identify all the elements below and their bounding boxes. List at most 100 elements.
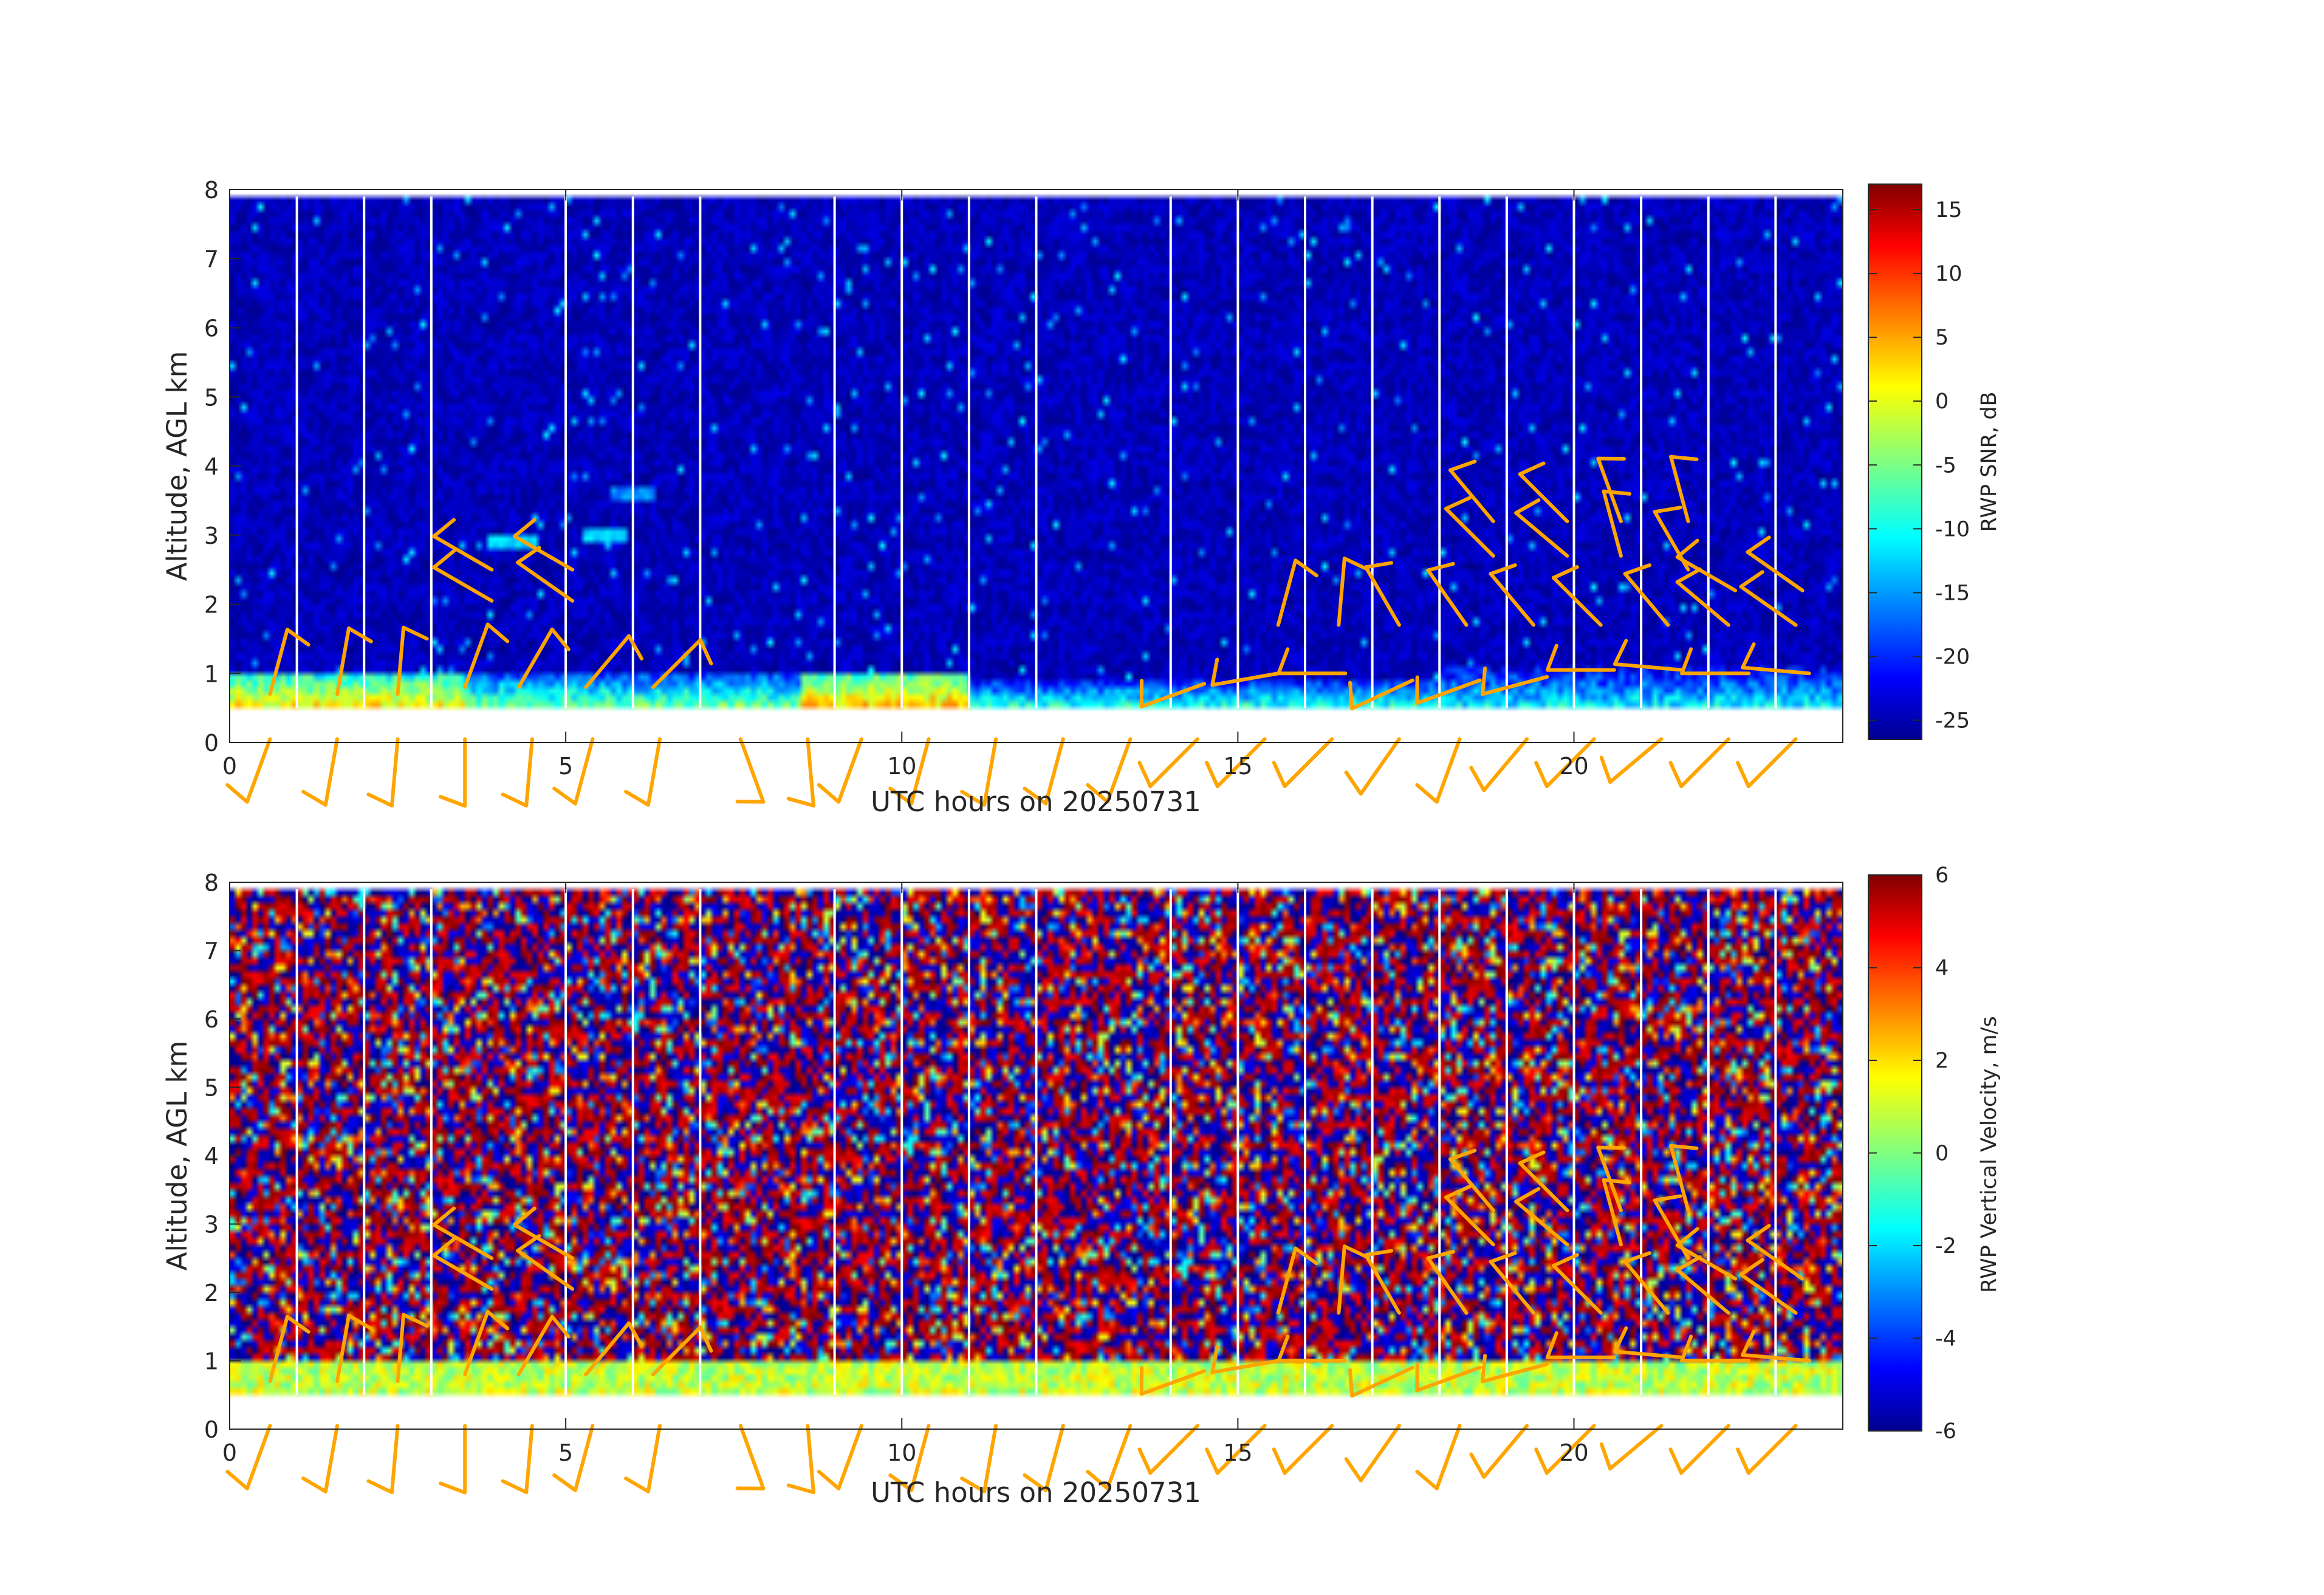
velocity-data-gap-line: [900, 889, 903, 1395]
snr-aloft-wind-barb: [1596, 456, 1626, 523]
velocity-aloft-wind-barb: [584, 1321, 644, 1376]
velocity-surface-wind-barb: [1534, 1424, 1596, 1475]
velocity-y-tick-label: 1: [204, 1348, 219, 1375]
velocity-colorbar-tick-label: 6: [1935, 863, 1949, 888]
snr-surface-wind-barb: [366, 737, 400, 808]
snr-aloft-wind-barb: [1277, 647, 1348, 676]
velocity-surface-wind-barb-feather: [439, 1481, 467, 1495]
velocity-aloft-wind-barb-shaft: [1480, 1362, 1549, 1384]
snr-colorbar-gradient: [1868, 184, 1922, 740]
snr-aloft-wind-barb: [268, 628, 310, 696]
snr-surface-wind-barb: [817, 737, 863, 804]
snr-x-tick-label: 15: [1223, 753, 1252, 780]
velocity-aloft-wind-barb: [1518, 1150, 1569, 1212]
velocity-surface-wind-barb: [1137, 1424, 1199, 1475]
snr-surface-wind-barb: [1415, 737, 1462, 804]
velocity-data-gap-line: [1774, 889, 1777, 1395]
velocity-surface-wind-barb-feather: [1205, 1447, 1219, 1475]
snr-aloft-wind-barb: [1444, 496, 1495, 558]
velocity-surface-wind-barb-feather: [1086, 1469, 1109, 1490]
velocity-colorbar-tick-label: -4: [1935, 1327, 1956, 1351]
snr-aloft-wind-barb-shaft: [1489, 572, 1536, 627]
velocity-data-gap-line: [1505, 889, 1508, 1395]
snr-aloft-wind-barb-feather: [1653, 506, 1682, 514]
snr-aloft-wind-barb-feather: [1545, 643, 1558, 672]
velocity-aloft-wind-barb-feather: [1675, 1255, 1702, 1272]
velocity-aloft-wind-barb-shaft: [1602, 1178, 1623, 1247]
snr-aloft-wind-barb-feather: [1613, 639, 1628, 666]
snr-aloft-wind-barb: [1514, 498, 1569, 558]
snr-aloft-wind-barb: [432, 518, 494, 572]
velocity-aloft-wind-barb-feather: [1514, 1187, 1541, 1204]
velocity-x-tick-label: 0: [222, 1439, 237, 1466]
snr-aloft-wind-barb-shaft: [1448, 468, 1495, 523]
velocity-aloft-wind-barb: [1602, 1178, 1631, 1247]
snr-aloft-wind-barb: [1480, 666, 1549, 696]
snr-data-gap-line: [967, 196, 970, 708]
velocity-surface-wind-barb-feather: [960, 1476, 987, 1494]
velocity-aloft-wind-barb: [335, 1313, 373, 1384]
snr-x-tick-label: 20: [1559, 753, 1588, 780]
velocity-colorbar-tick-label: -2: [1935, 1234, 1956, 1258]
snr-aloft-wind-barb: [463, 622, 510, 689]
snr-aloft-wind-barb-feather: [285, 628, 310, 647]
velocity-aloft-wind-barb-feather: [1739, 1258, 1764, 1277]
velocity-surface-wind-barb-feather: [366, 1479, 394, 1494]
velocity-aloft-wind-barb: [1348, 1365, 1414, 1398]
velocity-data-gap-line: [1169, 889, 1172, 1395]
velocity-surface-wind-barb-feather: [1137, 1447, 1153, 1475]
velocity-surface-wind-barb-feather: [1736, 1447, 1750, 1475]
velocity-surface-wind-barb-shaft: [1215, 1424, 1267, 1475]
velocity-aloft-wind-barb-shaft: [1350, 1365, 1414, 1398]
snr-surface-wind-barb-shaft: [738, 737, 766, 804]
snr-aloft-wind-barb-shaft: [651, 638, 702, 689]
velocity-x-tick-label: 15: [1223, 1439, 1252, 1466]
velocity-surface-wind-barb: [501, 1424, 534, 1494]
snr-aloft-wind-barb: [1337, 557, 1370, 627]
velocity-aloft-wind-barb-feather: [1363, 1249, 1394, 1257]
snr-aloft-wind-barb-feather: [1602, 489, 1631, 496]
snr-surface-wind-barb: [1137, 737, 1199, 789]
snr-aloft-wind-barb-feather: [432, 518, 456, 538]
velocity-surface-wind-barb-feather: [1534, 1447, 1549, 1475]
velocity-aloft-wind-barb-feather: [485, 1309, 510, 1331]
velocity-aloft-wind-barb-shaft: [1139, 1369, 1207, 1396]
velocity-surface-wind-barb-shaft: [1283, 1424, 1334, 1475]
snr-wind-barbs: [225, 454, 1811, 808]
snr-colorbar-label: RWP SNR, dB: [1977, 392, 2001, 532]
velocity-aloft-wind-barb-shaft: [463, 1309, 490, 1376]
snr-aloft-wind-barb: [396, 625, 429, 696]
velocity-aloft-wind-barb-feather: [1675, 1227, 1699, 1247]
snr-data-gap-line: [430, 196, 433, 708]
velocity-x-ticks: 0 5 10 15 20: [222, 882, 1589, 1466]
snr-aloft-wind-barb-shaft: [432, 565, 494, 603]
velocity-aloft-wind-barb: [1551, 1253, 1603, 1315]
snr-aloft-wind-barb-feather: [1294, 558, 1318, 578]
snr-surface-wind-barb-shaft: [910, 737, 931, 806]
snr-aloft-wind-barb-feather: [1675, 567, 1702, 584]
snr-aloft-wind-barb: [651, 638, 713, 689]
snr-colorbar: -25 -20 -15 -10 -5 0 5 10 15 RWP SNR, dB: [1868, 184, 2001, 740]
snr-data-gap-line: [631, 196, 634, 708]
velocity-aloft-wind-barb: [432, 1237, 494, 1291]
velocity-surface-wind-barb-feather: [1272, 1447, 1287, 1475]
velocity-data-gap-line: [1438, 889, 1441, 1395]
velocity-surface-wind-barb-feather: [1344, 1457, 1363, 1483]
velocity-data-gap-line: [967, 889, 970, 1395]
snr-surface-wind-barb-shaft: [1482, 737, 1529, 792]
velocity-aloft-wind-barb-shaft: [1746, 1238, 1805, 1281]
snr-aloft-wind-barb-feather: [1551, 565, 1579, 580]
snr-aloft-wind-barb-feather: [1746, 535, 1771, 554]
snr-surface-wind-barb: [888, 737, 931, 806]
snr-aloft-wind-barb-shaft: [512, 534, 575, 572]
velocity-aloft-wind-barb: [1276, 1246, 1318, 1315]
snr-data-gap-line: [295, 196, 298, 708]
velocity-surface-wind-barb: [1023, 1424, 1065, 1492]
velocity-data-gap-line: [1572, 889, 1575, 1395]
snr-surface-wind-barb-feather: [624, 789, 650, 807]
velocity-aloft-wind-barb-shaft: [1669, 1144, 1690, 1212]
velocity-aloft-wind-barb: [1675, 1255, 1730, 1315]
velocity-surface-wind-barb-shaft: [1608, 1424, 1664, 1471]
